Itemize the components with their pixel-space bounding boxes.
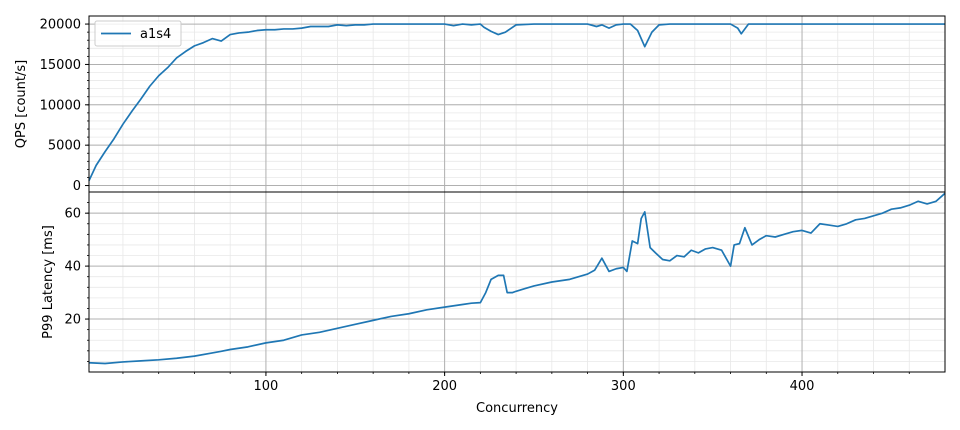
qps-y-axis-label: QPS [count/s] xyxy=(14,60,29,148)
latency-panel: 20 40 60 100 200 300 400 P99 Latency [ms] Con… xyxy=(41,191,946,416)
qps-y-ticks: 0 5000 10000 15000 20000 xyxy=(40,18,89,194)
latency-frame xyxy=(88,191,946,373)
series-line-a1s4 xyxy=(88,23,945,182)
y-tick-label: 10000 xyxy=(40,98,81,113)
latency-major-grid xyxy=(89,192,945,372)
x-ticks: 100 200 300 400 xyxy=(122,372,910,394)
y-tick-label: 20000 xyxy=(40,18,81,33)
x-tick-label: 200 xyxy=(432,379,457,394)
latency-plot-area xyxy=(89,192,945,372)
x-axis-label: Concurrency xyxy=(476,401,558,416)
legend-box xyxy=(94,20,182,47)
series-line-a1s4 xyxy=(88,192,946,365)
latency-series-group xyxy=(88,192,946,365)
legend: a1s4 xyxy=(94,20,182,47)
y-tick-label: 5000 xyxy=(48,139,81,154)
y-tick-label: 40 xyxy=(64,260,81,275)
qps-series-group xyxy=(88,23,945,182)
x-tick-label: 100 xyxy=(254,379,279,394)
y-tick-label: 20 xyxy=(64,313,81,328)
y-tick-label: 0 xyxy=(73,179,81,194)
y-tick-label: 60 xyxy=(64,207,81,222)
legend-label-a1s4: a1s4 xyxy=(140,27,171,42)
y-tick-label: 15000 xyxy=(40,58,81,73)
qps-plot-area xyxy=(89,16,945,192)
latency-y-axis-label: P99 Latency [ms] xyxy=(41,225,56,339)
x-tick-label: 300 xyxy=(611,379,636,394)
qps-panel: 0 5000 10000 15000 20000 QPS [count/s] a1s4 xyxy=(14,15,946,194)
latency-y-ticks: 20 40 60 xyxy=(64,202,89,362)
x-tick-label: 400 xyxy=(790,379,815,394)
